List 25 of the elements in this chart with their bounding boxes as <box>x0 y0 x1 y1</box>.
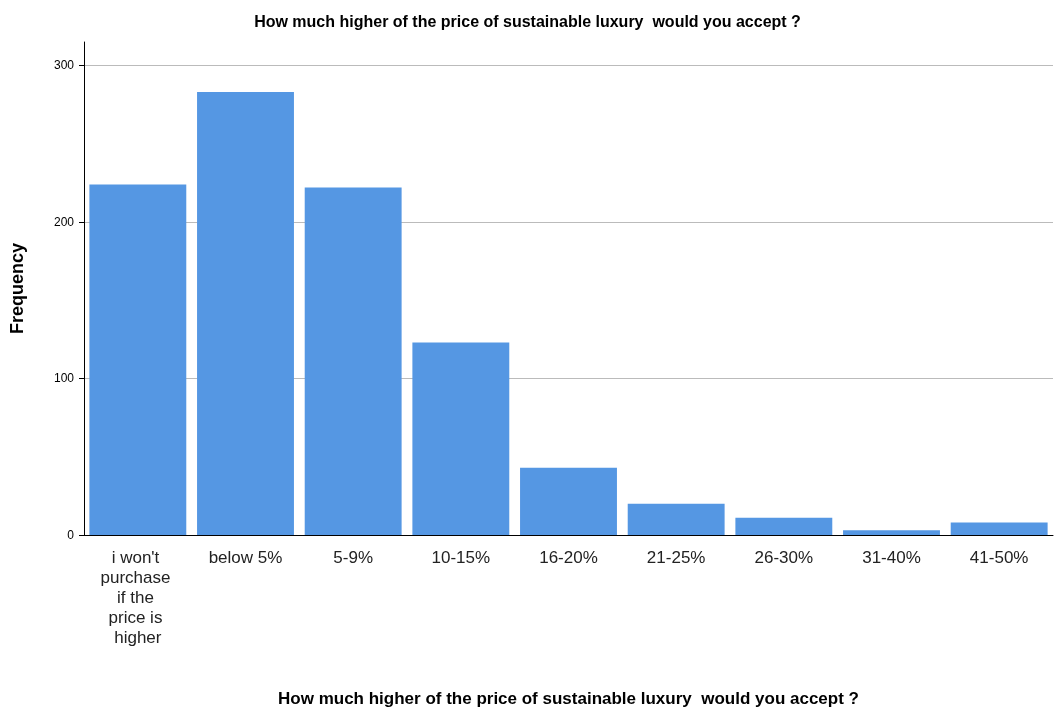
bar <box>412 342 510 535</box>
bar <box>304 187 402 535</box>
bar <box>627 503 725 535</box>
x-tick-label: 16-20% <box>539 547 598 567</box>
x-tick-label: 31-40% <box>862 547 921 567</box>
y-tick-label: 100 <box>53 371 75 386</box>
bar <box>520 467 617 535</box>
x-axis-title: How much higher of the price of sustainable luxury would you accept ? <box>278 689 859 708</box>
y-tick-label: 200 <box>53 214 75 229</box>
bar <box>735 517 833 535</box>
x-tick-label: 41-50% <box>969 547 1029 567</box>
y-tick-label: 0 <box>67 528 75 542</box>
bar <box>950 522 1048 535</box>
x-tick-label: below 5% <box>208 547 283 567</box>
x-tick-label: i won't purchase if the price is higher <box>100 547 176 647</box>
chart-title: How much higher of the price of sustainable luxury would you accept ? <box>254 12 801 30</box>
bar <box>843 530 940 535</box>
y-axis-title: Frequency <box>7 242 27 335</box>
bar <box>89 184 187 535</box>
y-tick-label: 300 <box>53 58 75 73</box>
x-tick-label: 21-25% <box>646 547 706 567</box>
x-tick-label: 5-9% <box>333 547 374 567</box>
x-tick-label: 26-30% <box>754 547 814 567</box>
x-tick-label: 10-15% <box>431 547 491 567</box>
bar <box>197 92 294 535</box>
